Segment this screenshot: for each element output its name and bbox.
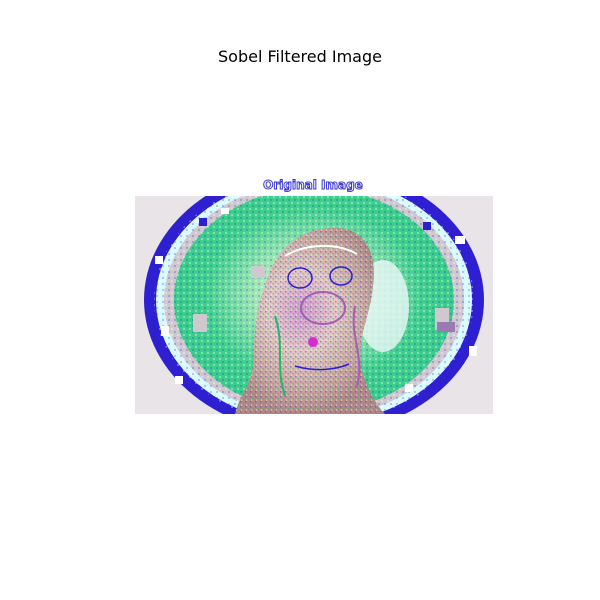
figure-title: Sobel Filtered Image <box>218 47 382 66</box>
filtered-image-graphic <box>135 196 493 414</box>
image-embedded-label: Original Image <box>263 178 364 193</box>
sobel-filtered-image <box>135 196 493 414</box>
